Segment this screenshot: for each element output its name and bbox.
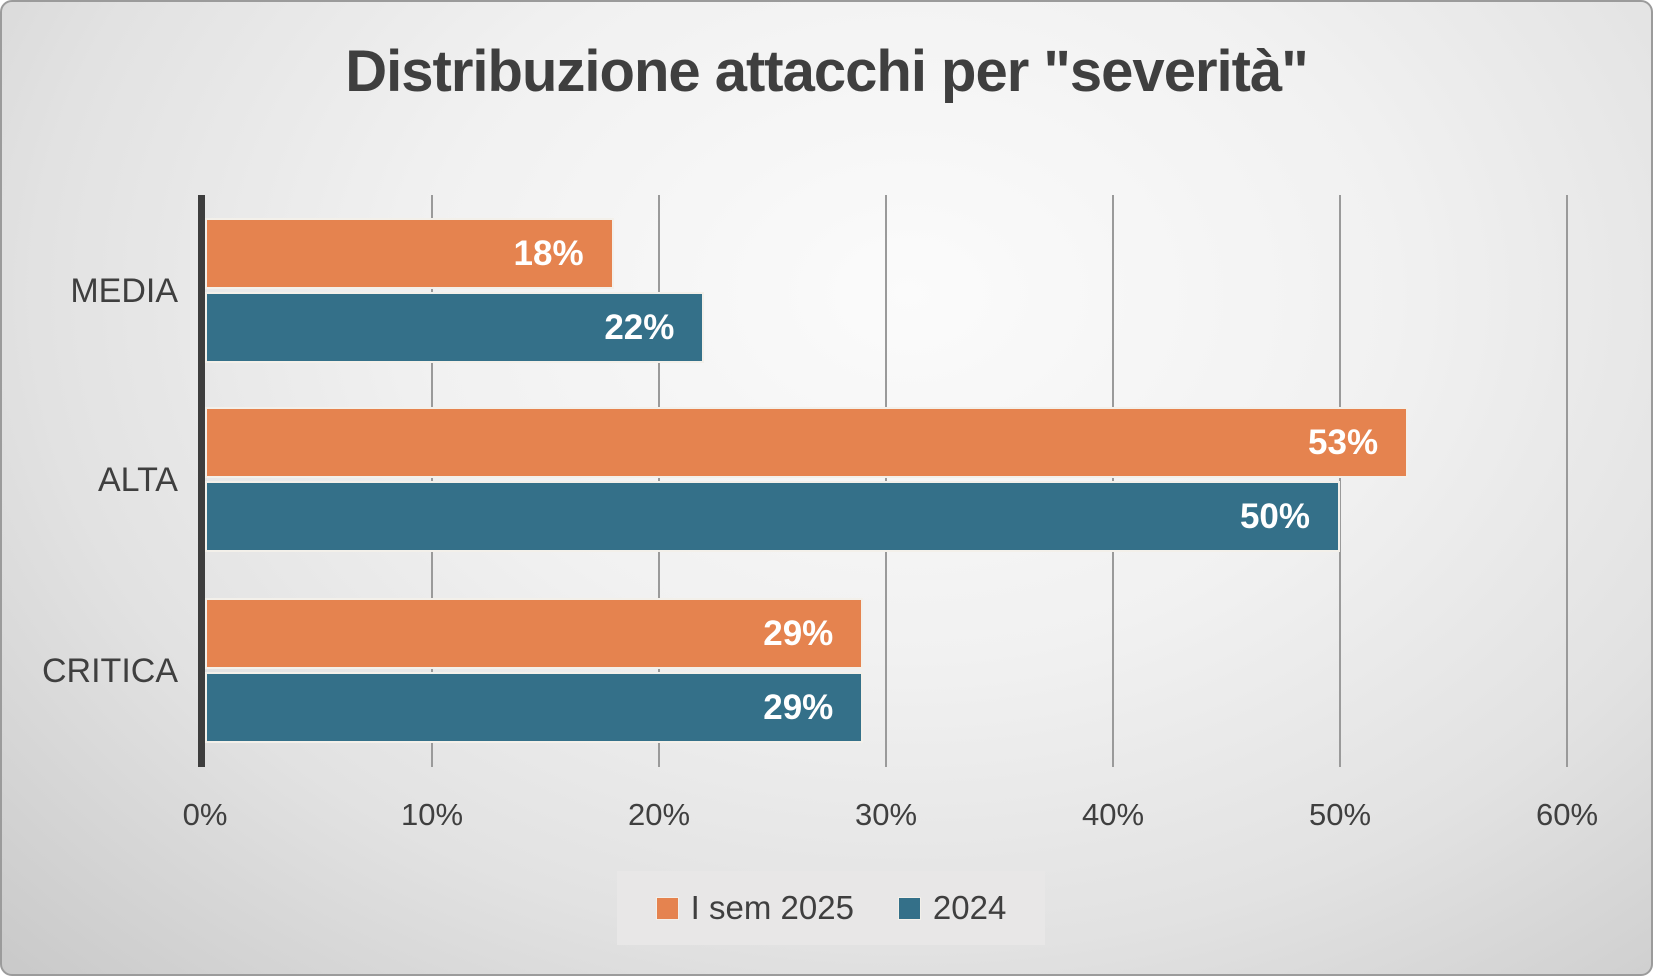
value-label: 53% — [1308, 422, 1379, 462]
gridline-50% — [1339, 195, 1341, 767]
value-label: 29% — [763, 687, 834, 727]
legend-item-i-sem-2025: I sem 2025 — [655, 889, 854, 927]
legend-label-2024: 2024 — [932, 889, 1007, 926]
value-label: 29% — [763, 613, 834, 653]
x-tick-label-60%: 60% — [1535, 797, 1599, 832]
value-label: 50% — [1239, 496, 1310, 536]
value-label: 22% — [604, 307, 675, 347]
x-tick-label-0%: 0% — [182, 797, 228, 832]
x-tick-label-40%: 40% — [1081, 797, 1145, 832]
bar-i-sem-2025-critica: 29% — [205, 598, 864, 669]
category-label-alta: ALTA — [98, 461, 178, 499]
legend-swatch-orange-icon — [655, 896, 679, 920]
chart-title: Distribuzione attacchi per "severità" — [345, 39, 1308, 104]
legend: I sem 2025 2024 — [617, 871, 1045, 945]
bar-2024-alta: 50% — [205, 481, 1340, 552]
legend-label-i-sem-2025: I sem 2025 — [690, 889, 854, 926]
bar-2024-critica: 29% — [205, 672, 864, 743]
gridline-60% — [1566, 195, 1568, 767]
x-tick-label-50%: 50% — [1308, 797, 1372, 832]
category-label-media: MEDIA — [70, 272, 178, 310]
x-tick-label-20%: 20% — [627, 797, 691, 832]
legend-swatch-teal-icon — [897, 896, 921, 920]
bar-2024-media: 22% — [205, 292, 705, 363]
value-label: 18% — [513, 233, 584, 273]
y-axis-line — [198, 195, 205, 767]
bar-i-sem-2025-media: 18% — [205, 218, 614, 289]
category-label-critica: CRITICA — [42, 652, 178, 690]
x-tick-label-10%: 10% — [400, 797, 464, 832]
legend-item-2024: 2024 — [897, 889, 1007, 927]
bar-i-sem-2025-alta: 53% — [205, 407, 1409, 478]
x-tick-label-30%: 30% — [854, 797, 918, 832]
